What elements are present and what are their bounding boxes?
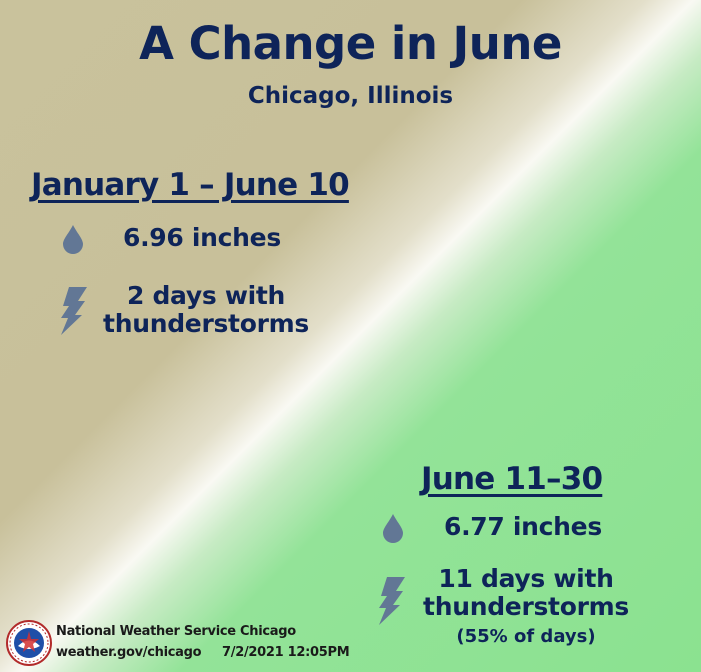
period2-thunderstorms: 11 days with thunderstorms (420, 565, 632, 621)
period1-storm-line2: thunderstorms (103, 309, 309, 338)
raindrop-icon (63, 225, 83, 254)
lightning-icon (379, 577, 405, 625)
period1-storm-line1: 2 days with (126, 281, 286, 310)
footer-timestamp: 7/2/2021 12:05PM (222, 645, 350, 660)
lightning-icon (61, 287, 87, 335)
raindrop-icon (383, 514, 403, 543)
period2-storm-percentage: (55% of days) (456, 626, 596, 647)
nws-logo-icon (6, 620, 52, 666)
period1-thunderstorms: 2 days with thunderstorms (100, 282, 312, 338)
period2-storm-line1: 11 days with (438, 564, 614, 593)
period2-rainfall: 6.77 inches (444, 512, 602, 541)
page-subtitle: Chicago, Illinois (247, 83, 454, 109)
period2-storm-line2: thunderstorms (423, 592, 629, 621)
period2-heading: June 11–30 (421, 461, 603, 497)
period1-rainfall: 6.96 inches (123, 223, 281, 252)
period1-heading: January 1 – June 10 (31, 167, 350, 203)
footer-organization: National Weather Service Chicago (56, 624, 296, 639)
page-title: A Change in June (139, 17, 562, 70)
footer-website: weather.gov/chicago (56, 645, 202, 660)
